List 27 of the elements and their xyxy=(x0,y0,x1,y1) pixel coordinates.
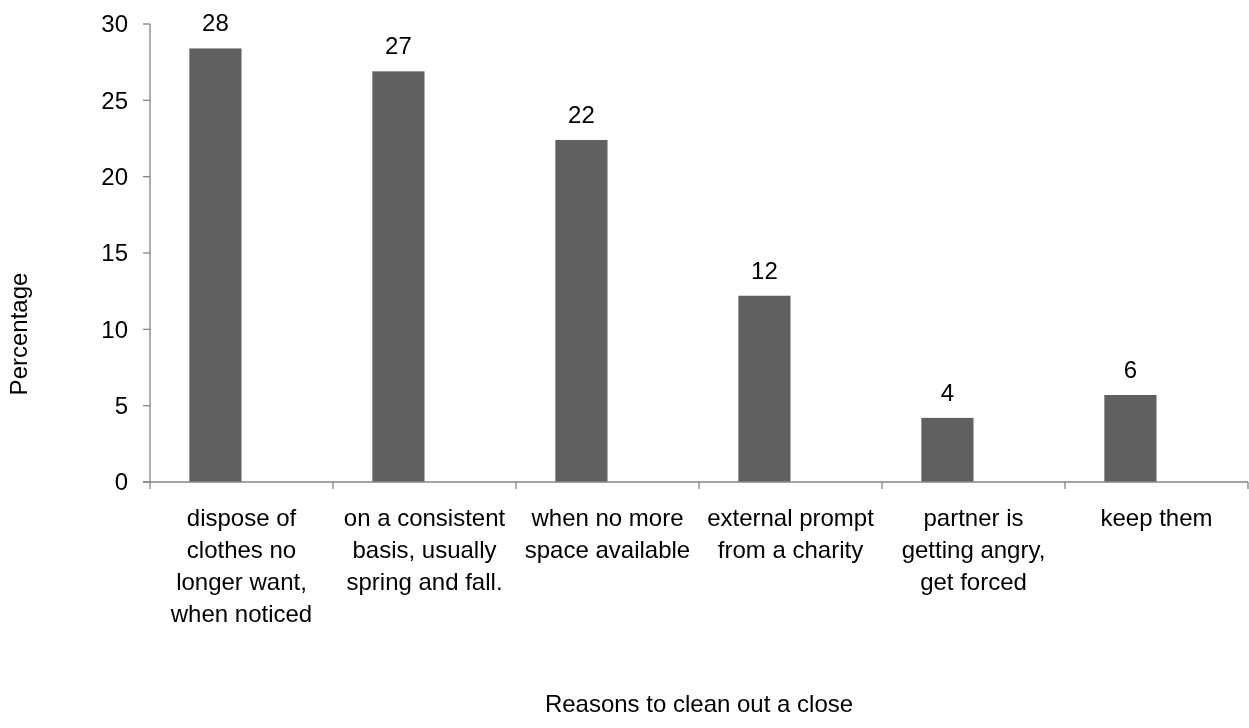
data-label: 27 xyxy=(385,32,412,60)
y-tick-label: 0 xyxy=(114,468,128,496)
bar xyxy=(555,140,608,482)
x-tick-label: dispose of clothes no longer want, when noticed xyxy=(169,504,313,627)
x-tick-label: external prompt from a charity xyxy=(707,504,875,563)
bar xyxy=(921,417,974,482)
x-tick-label: on a consistent basis, usually spring and fall. xyxy=(343,504,506,595)
bar xyxy=(738,295,791,482)
y-tick-label: 20 xyxy=(101,163,128,191)
y-tick-label: 30 xyxy=(101,10,128,38)
y-tick-label: 5 xyxy=(114,392,128,420)
y-tick-label: 25 xyxy=(101,86,128,114)
data-label: 6 xyxy=(1123,355,1138,383)
y-tick-label: 10 xyxy=(101,315,128,343)
data-label: 12 xyxy=(751,256,778,284)
data-label: 22 xyxy=(568,101,595,129)
y-tick-label: 15 xyxy=(101,239,128,267)
x-tick-label: partner is getting angry, get forced xyxy=(901,504,1046,595)
bar xyxy=(1104,394,1157,482)
bar xyxy=(372,71,425,482)
x-axis-title: Reasons to clean out a close xyxy=(544,690,854,717)
x-tick-label: when no more space available xyxy=(524,504,691,563)
data-label: 4 xyxy=(940,378,955,406)
x-tick-label: keep them xyxy=(1100,504,1213,531)
y-axis-title: Percentage xyxy=(5,272,32,396)
data-label: 28 xyxy=(202,9,229,37)
bar xyxy=(189,48,242,482)
